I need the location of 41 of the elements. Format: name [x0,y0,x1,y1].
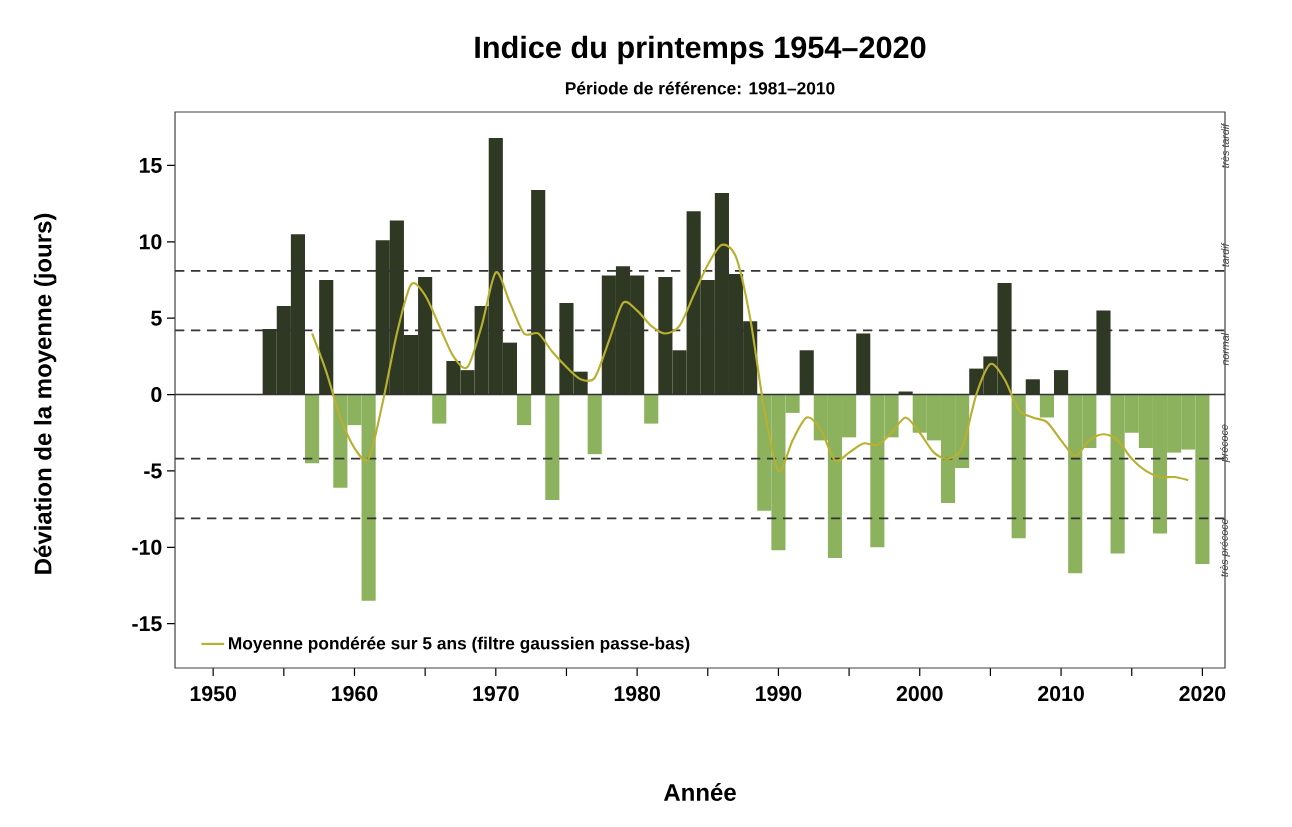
bar [305,394,320,464]
y-tick-label: -10 [132,539,162,555]
bar [1039,394,1055,418]
y-tick-label: -15 [132,616,162,632]
bar [644,394,659,424]
x-tick-label: 1950 [190,686,236,702]
x-tick-label: 2010 [1038,686,1084,702]
annotation: précoce [1219,424,1231,463]
x-tick-label: 1960 [332,686,378,702]
y-tick-label: 15 [139,158,162,173]
annotation: normal [1221,332,1229,366]
bar [531,189,546,395]
bar [856,333,871,395]
bar [1054,370,1069,395]
x-tick-label: 1970 [473,686,519,702]
annotation: tardif [1221,242,1229,267]
x-tick-label: 1990 [756,686,802,702]
bar [545,394,560,500]
legend-label: Moyenne pondérée sur 5 ans (filtre gaussien passe-bas) [228,636,690,653]
bar [319,280,334,395]
x-tick-label: 2000 [896,686,943,702]
bar [799,350,814,395]
bar [1011,394,1026,539]
bar [587,394,602,455]
y-tick-label: 0 [151,387,162,403]
y-axis-title: Déviation de la moyenne (jours) [33,213,57,574]
chart-subtitle: Période de référence: 1981–2010 [565,81,835,95]
bar [432,394,447,424]
line-series [311,243,1190,482]
x-axis-title: Année [663,783,736,801]
bar [1096,310,1111,395]
x-tick-label: 2020 [1179,686,1226,702]
y-tick-label: 10 [139,234,162,250]
annotation: très tardif [1221,122,1229,168]
chart-title: Indice du printemps 1954–2020 [475,35,926,65]
bar [1025,379,1040,395]
annotation: très précoce [1219,518,1231,577]
x-tick-label: 1980 [614,686,660,702]
y-tick-label: 5 [151,310,162,326]
bar [517,394,532,426]
y-tick-label: -5 [144,463,162,479]
